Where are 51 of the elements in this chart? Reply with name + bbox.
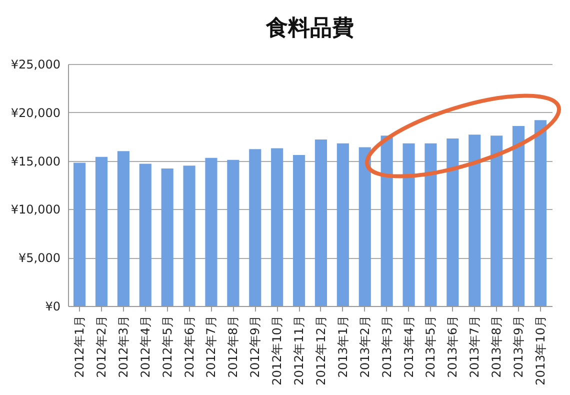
x-tick-label: 2012年9月 — [248, 316, 262, 378]
x-tick-label: 2012年2月 — [94, 316, 108, 378]
bar — [402, 143, 415, 306]
bar — [161, 168, 174, 306]
x-tick-label: 2012年4月 — [138, 316, 152, 378]
y-tick-label: ¥25,000 — [10, 58, 60, 72]
bar — [358, 147, 371, 306]
bar — [249, 149, 262, 306]
bar — [380, 136, 393, 306]
chart-title: 食料品費 — [265, 16, 354, 41]
bar — [534, 120, 547, 306]
y-tick-label: ¥10,000 — [10, 202, 60, 217]
y-tick-label: ¥15,000 — [10, 154, 60, 168]
x-tick-label: 2013年8月 — [490, 316, 504, 378]
bar — [292, 154, 306, 306]
x-tick-label: 2012年1月 — [72, 316, 87, 378]
bar — [424, 143, 437, 306]
bar — [139, 164, 152, 306]
x-tick-label: 2013年1月 — [336, 316, 350, 378]
bar — [490, 136, 503, 306]
bar — [95, 156, 108, 306]
x-tick-label: 2013年10月 — [533, 316, 548, 386]
bar — [73, 162, 86, 306]
x-tick-label: 2012年10月 — [270, 316, 284, 386]
y-tick-label: ¥0 — [45, 300, 60, 314]
x-tick-label: 2013年3月 — [380, 316, 394, 378]
bar — [446, 138, 459, 306]
bar — [205, 158, 218, 306]
bar — [314, 140, 328, 306]
bar — [336, 143, 349, 306]
x-tick-label: 2013年9月 — [512, 316, 526, 378]
x-tick-label: 2012年7月 — [204, 316, 218, 378]
x-tick-label: 2012年5月 — [160, 316, 174, 378]
bar — [468, 134, 481, 306]
x-tick-label: 2013年6月 — [446, 316, 460, 378]
bar — [271, 148, 284, 306]
y-tick-label: ¥20,000 — [10, 106, 60, 120]
x-tick-label: 2013年4月 — [402, 316, 416, 378]
x-tick-label: 2013年7月 — [468, 316, 482, 378]
x-tick-label: 2012年3月 — [116, 316, 130, 378]
x-tick-label: 2012年12月 — [314, 316, 328, 386]
x-tick-label: 2013年2月 — [358, 316, 372, 378]
bar — [227, 160, 240, 306]
bar — [183, 166, 196, 306]
x-tick-label: 2012年11月 — [292, 316, 306, 386]
bar — [512, 126, 525, 306]
bar — [117, 151, 130, 306]
y-tick-label: ¥5,000 — [18, 251, 60, 266]
x-tick-label: 2012年8月 — [226, 316, 240, 378]
x-tick-label: 2013年5月 — [424, 316, 438, 378]
x-tick-label: 2012年6月 — [182, 316, 196, 378]
